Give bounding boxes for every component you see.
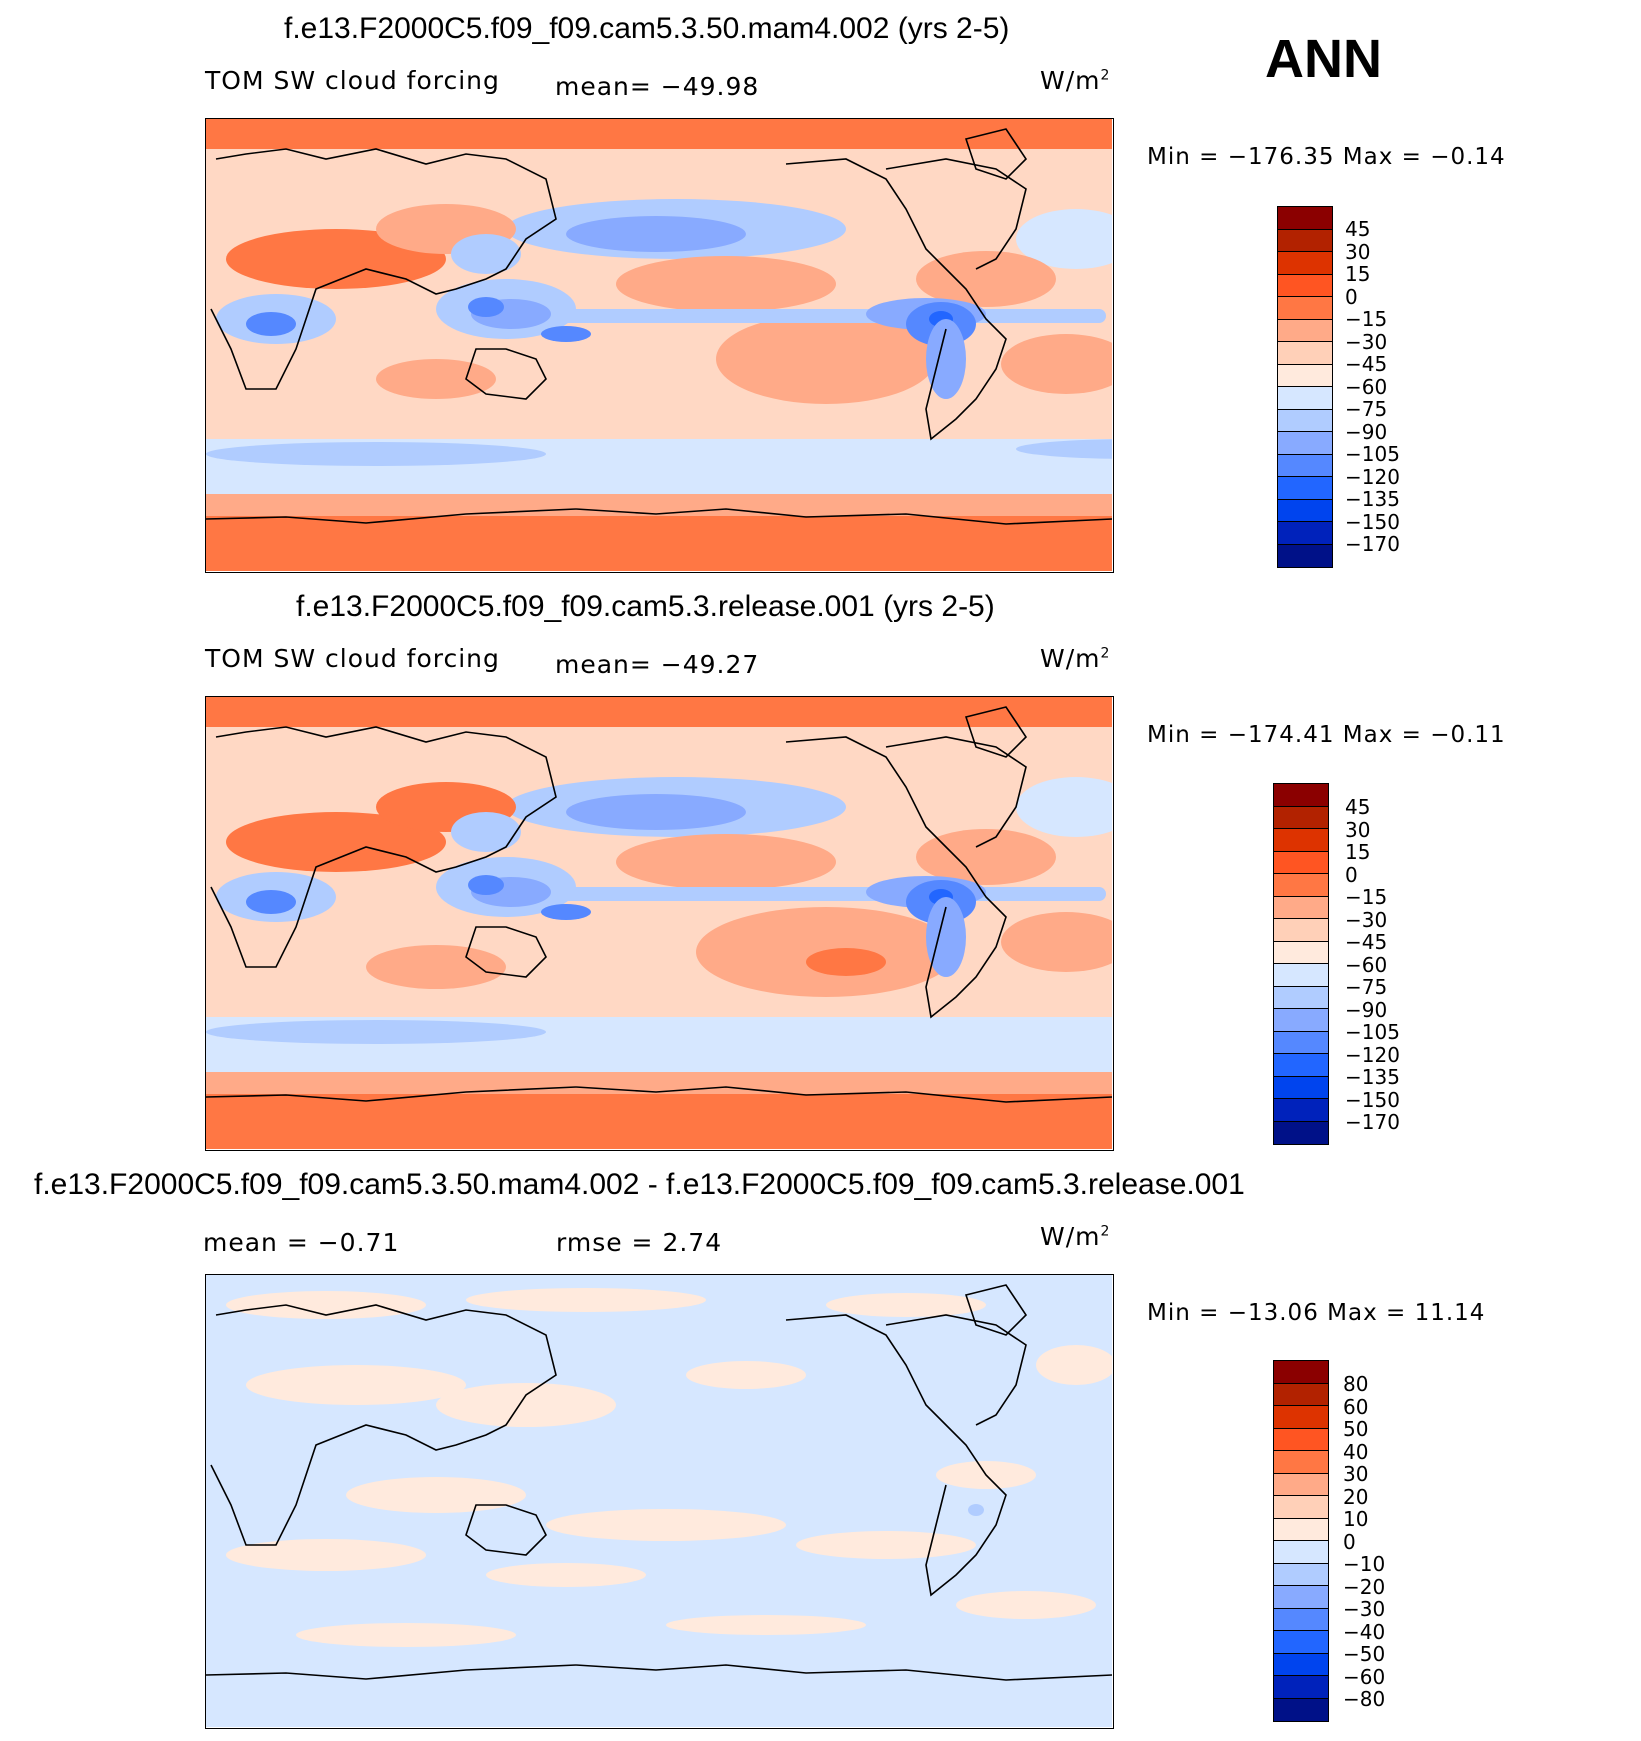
colorbar-tick: 45 <box>1345 795 1371 819</box>
colorbar-tick: 15 <box>1345 840 1371 864</box>
colorbar-tick: 45 <box>1345 217 1371 241</box>
colorbar-3 <box>1273 1360 1329 1722</box>
minmax-label: Min = −174.41 Max = −0.11 <box>1147 722 1506 748</box>
variable-label: TOM SW cloud forcing <box>205 644 500 673</box>
map-svg-1 <box>206 119 1112 571</box>
colorbar-tick: −60 <box>1345 374 1388 399</box>
variable-label: TOM SW cloud forcing <box>205 66 500 95</box>
colorbar-tick: −75 <box>1345 975 1388 999</box>
panel-title: f.e13.F2000C5.f09_f09.cam5.3.release.001… <box>296 590 995 623</box>
colorbar-tick: −45 <box>1345 352 1388 376</box>
rmse-label: rmse = 2.74 <box>556 1228 723 1257</box>
map-svg-3 <box>206 1275 1112 1727</box>
minmax-label: Min = −13.06 Max = 11.14 <box>1147 1300 1486 1326</box>
minmax-label: Min = −176.35 Max = −0.14 <box>1147 144 1506 170</box>
colorbar-tick: 30 <box>1345 239 1371 264</box>
colorbar-tick: 80 <box>1343 1372 1369 1396</box>
colorbar-tick: −105 <box>1345 442 1400 466</box>
colorbar-tick: −45 <box>1345 930 1388 954</box>
colorbar-tick: 0 <box>1343 1529 1356 1554</box>
colorbar-tick: 50 <box>1343 1417 1369 1441</box>
colorbar-tick: −30 <box>1343 1597 1386 1621</box>
colorbar-tick: −50 <box>1343 1642 1386 1666</box>
map-panel-2 <box>205 696 1114 1151</box>
colorbar-tick: −170 <box>1345 1110 1400 1134</box>
colorbar-tick: 40 <box>1343 1439 1369 1464</box>
colorbar-tick: 20 <box>1343 1484 1369 1509</box>
panel-title: f.e13.F2000C5.f09_f09.cam5.3.50.mam4.002… <box>284 12 1010 45</box>
colorbar-tick: −30 <box>1345 329 1388 354</box>
colorbar-tick: −80 <box>1343 1687 1386 1711</box>
colorbar-tick: −15 <box>1345 307 1388 331</box>
colorbar-tick: −10 <box>1343 1552 1386 1576</box>
colorbar-tick: 0 <box>1345 284 1358 309</box>
colorbar-tick: 60 <box>1343 1394 1369 1419</box>
season-label: ANN <box>1265 29 1382 89</box>
colorbar-tick: −150 <box>1345 509 1400 534</box>
colorbar-tick: −60 <box>1345 952 1388 977</box>
colorbar-tick: −60 <box>1343 1664 1386 1689</box>
colorbar-tick: −90 <box>1345 419 1388 444</box>
panel-title: f.e13.F2000C5.f09_f09.cam5.3.50.mam4.002… <box>34 1168 1245 1201</box>
unit-label: W/m2 <box>1040 1222 1111 1251</box>
colorbar-tick: 15 <box>1345 262 1371 286</box>
colorbar-1 <box>1277 206 1333 568</box>
colorbar-tick: 30 <box>1345 817 1371 842</box>
map-panel-3 <box>205 1274 1114 1729</box>
colorbar-tick: −15 <box>1345 885 1388 909</box>
mean-label: mean= −49.98 <box>555 72 760 101</box>
colorbar-tick: −30 <box>1345 907 1388 932</box>
colorbar-2 <box>1273 783 1329 1145</box>
colorbar-tick: 0 <box>1345 862 1358 887</box>
unit-label: W/m2 <box>1040 644 1111 673</box>
colorbar-tick: −120 <box>1345 464 1400 489</box>
colorbar-tick: −135 <box>1345 1065 1400 1089</box>
colorbar-tick: −90 <box>1345 997 1388 1022</box>
colorbar-tick: −150 <box>1345 1087 1400 1112</box>
colorbar-tick: −40 <box>1343 1619 1386 1644</box>
map-panel-1 <box>205 118 1114 573</box>
colorbar-tick: −105 <box>1345 1020 1400 1044</box>
colorbar-tick: 10 <box>1343 1507 1369 1531</box>
colorbar-tick: −135 <box>1345 487 1400 511</box>
colorbar-tick: −20 <box>1343 1574 1386 1599</box>
mean-label: mean = −0.71 <box>203 1228 400 1257</box>
colorbar-tick: −120 <box>1345 1042 1400 1067</box>
colorbar-tick: −75 <box>1345 397 1388 421</box>
map-svg-2 <box>206 697 1112 1149</box>
colorbar-tick: −170 <box>1345 532 1400 556</box>
colorbar-tick: 30 <box>1343 1462 1369 1486</box>
unit-label: W/m2 <box>1040 66 1111 95</box>
mean-label: mean= −49.27 <box>555 650 760 679</box>
